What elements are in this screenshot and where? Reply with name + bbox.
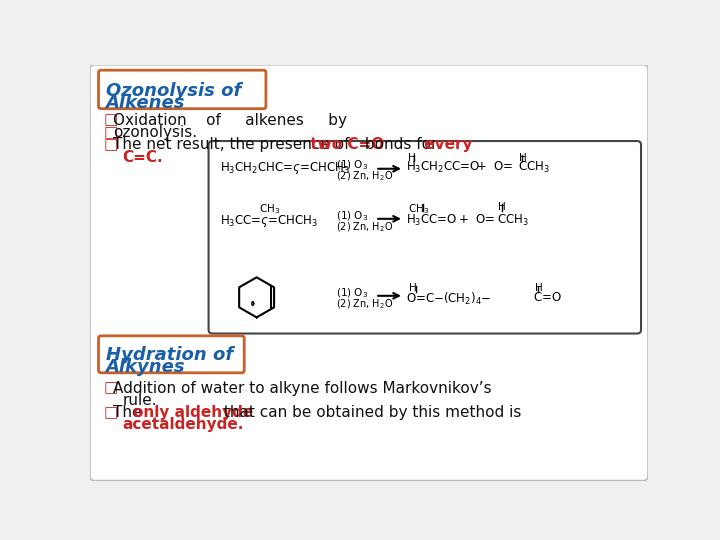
Text: CCH$_3$: CCH$_3$ [518,160,549,176]
Text: Alkynes: Alkynes [106,358,185,376]
Text: The: The [113,405,147,420]
Text: bonds for: bonds for [361,137,438,152]
Text: H$_3$CC=$\varsigma$=CHCH$_3$: H$_3$CC=$\varsigma$=CHCH$_3$ [220,213,318,228]
Text: H$_3$CC=O: H$_3$CC=O [406,213,458,228]
FancyBboxPatch shape [99,336,244,373]
FancyBboxPatch shape [90,65,648,481]
FancyBboxPatch shape [99,70,266,109]
Text: The net result, the presence of: The net result, the presence of [113,137,350,152]
Text: □: □ [104,125,118,140]
Text: Alkenes: Alkenes [106,94,185,112]
Text: Oxidation    of     alkenes     by: Oxidation of alkenes by [113,112,347,127]
Text: □: □ [104,137,118,152]
Text: H: H [498,202,506,212]
Text: H: H [535,284,543,293]
Text: $\mathrm{C}$=O: $\mathrm{C}$=O [534,291,562,304]
Text: (1) O$_3$: (1) O$_3$ [336,159,369,172]
Text: O=$\mathrm{C}$−(CH$_2$)$_4$−: O=$\mathrm{C}$−(CH$_2$)$_4$− [406,291,492,307]
Text: H: H [408,153,415,163]
Text: H: H [519,153,527,163]
Text: (1) O$_3$: (1) O$_3$ [336,287,369,300]
Text: CH$_3$: CH$_3$ [259,202,280,215]
Text: (2) Zn, H$_2$O: (2) Zn, H$_2$O [336,220,394,234]
Text: that can be obtained by this method is: that can be obtained by this method is [220,405,522,420]
Text: every: every [418,137,472,152]
Text: □: □ [104,112,118,127]
Text: Hydration of: Hydration of [106,346,233,364]
Text: H$_3$CH$_2$CHC=$\varsigma$=CHCH$_3$: H$_3$CH$_2$CHC=$\varsigma$=CHCH$_3$ [220,160,350,176]
Text: acetaldehyde.: acetaldehyde. [122,417,244,433]
Text: $+$  O=: $+$ O= [458,213,495,226]
Text: CH$_3$: CH$_3$ [408,202,429,215]
Text: Ozonolysis of: Ozonolysis of [106,82,241,100]
Text: (2) Zn, H$_2$O: (2) Zn, H$_2$O [336,170,394,183]
Text: □: □ [104,405,118,420]
Text: (2) Zn, H$_2$O: (2) Zn, H$_2$O [336,298,394,311]
Text: Addition of water to alkyne follows Markovnikov’s: Addition of water to alkyne follows Mark… [113,381,492,395]
FancyBboxPatch shape [209,141,641,334]
Text: two C=O: two C=O [305,137,384,152]
Text: H$_3$CH$_2$CC=O: H$_3$CH$_2$CC=O [406,160,480,176]
Text: only aldehyde: only aldehyde [132,405,253,420]
Text: (1) O$_3$: (1) O$_3$ [336,210,369,223]
Text: $+$  O=: $+$ O= [476,160,513,173]
Text: C=C.: C=C. [122,150,163,165]
Text: rule.: rule. [122,393,157,408]
Text: H: H [409,284,417,293]
Text: CCH$_3$: CCH$_3$ [497,213,528,228]
Text: □: □ [104,381,118,395]
Text: ozonolysis.: ozonolysis. [113,125,197,140]
